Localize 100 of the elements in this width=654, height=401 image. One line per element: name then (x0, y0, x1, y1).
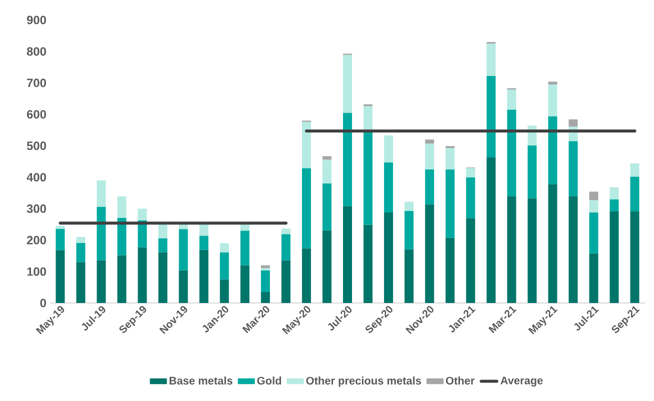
bar (630, 176, 640, 212)
bar (260, 292, 270, 303)
legend-label: Gold (257, 376, 282, 385)
legend-label: Average (500, 376, 543, 387)
bar (220, 279, 229, 303)
bar (548, 116, 558, 184)
bar (384, 135, 394, 162)
bar (343, 54, 352, 113)
bar (76, 262, 86, 303)
bar (528, 198, 537, 303)
bar (364, 132, 373, 225)
bar (425, 204, 434, 303)
bar (117, 218, 126, 256)
bar (404, 249, 414, 303)
bar (260, 270, 270, 292)
bar (589, 212, 598, 254)
bar (589, 192, 598, 200)
bar (486, 76, 496, 158)
bar (425, 139, 434, 144)
bar (425, 144, 434, 170)
bar (178, 229, 188, 270)
bar (548, 84, 558, 116)
bar (199, 250, 208, 303)
bar (76, 236, 86, 243)
bar (96, 260, 106, 303)
bar (322, 160, 332, 184)
y-tick-label: 400 (26, 172, 46, 182)
bar (568, 141, 578, 196)
y-tick-label: 800 (26, 47, 46, 56)
bar (486, 157, 496, 303)
bar (281, 260, 290, 303)
bar (404, 202, 414, 211)
bar (76, 242, 86, 262)
bar (343, 206, 352, 303)
bar (589, 200, 598, 212)
y-tick-label: 700 (27, 78, 46, 88)
y-tick-label: 0 (40, 298, 46, 308)
bar (56, 226, 65, 229)
bar (322, 184, 332, 230)
bar (548, 82, 558, 84)
bar (589, 253, 598, 303)
bar (158, 252, 168, 303)
bar (364, 224, 373, 303)
legend-label: Base metals (170, 376, 232, 385)
bar (425, 169, 434, 204)
bar (302, 168, 311, 248)
bar (568, 196, 578, 303)
bar (384, 212, 394, 303)
y-tick-label: 100 (27, 267, 46, 276)
bar (158, 238, 168, 252)
bar (302, 122, 311, 168)
bar (384, 162, 394, 212)
bar (302, 248, 311, 303)
bar (178, 270, 188, 303)
bar (610, 199, 619, 212)
bar (240, 224, 250, 231)
bar (178, 224, 188, 230)
bar (528, 145, 537, 198)
bar (486, 44, 496, 76)
bar (158, 224, 168, 238)
bar (446, 148, 455, 170)
bar (56, 250, 65, 303)
y-tick-label: 200 (26, 236, 46, 244)
bar (630, 211, 640, 303)
bar (138, 208, 147, 220)
bar (199, 224, 208, 236)
bar (322, 156, 332, 160)
bar (322, 230, 332, 303)
bar (630, 163, 640, 177)
legend-label: Other (446, 376, 475, 385)
bar (117, 255, 126, 303)
bar (281, 234, 290, 260)
bar (466, 177, 476, 218)
bar (240, 265, 250, 303)
y-tick-label: 600 (26, 110, 46, 119)
bar (117, 196, 126, 218)
bar (446, 238, 455, 303)
y-tick-label: 300 (26, 204, 46, 213)
bar (220, 252, 229, 280)
bar (240, 230, 250, 266)
bar (507, 110, 516, 196)
y-tick-label: 500 (26, 142, 46, 150)
bar (281, 228, 290, 234)
y-tick-label: 900 (26, 16, 46, 24)
bar (343, 112, 352, 206)
bar (507, 196, 516, 303)
bar (56, 228, 65, 250)
bar (404, 210, 414, 250)
bar (568, 119, 578, 127)
legend-label: Other precious metals (306, 376, 422, 387)
bar (220, 243, 229, 252)
bar (138, 247, 147, 303)
bar (610, 211, 619, 303)
bar (466, 168, 476, 178)
bar (548, 184, 558, 303)
bar (507, 89, 516, 110)
bar (199, 236, 208, 250)
bar (96, 180, 106, 207)
bar (610, 187, 619, 200)
bar (466, 218, 476, 303)
